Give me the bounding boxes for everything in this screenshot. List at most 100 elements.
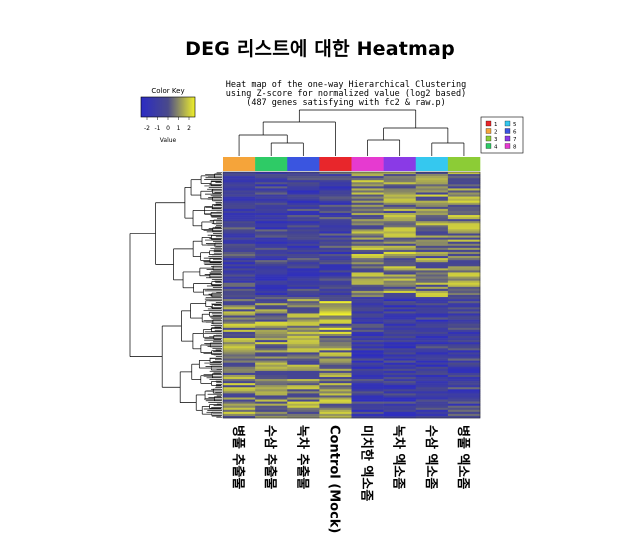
heatmap-cell xyxy=(447,391,481,394)
heatmap-cell xyxy=(287,321,320,324)
heatmap-cell xyxy=(351,243,384,247)
heatmap-cell xyxy=(255,237,288,240)
heatmap-cell xyxy=(319,370,352,374)
heatmap-cell xyxy=(319,366,352,370)
heatmap-cell xyxy=(447,204,481,208)
heatmap-cell xyxy=(223,401,256,404)
heatmap-cell xyxy=(223,182,256,185)
heatmap-cell xyxy=(223,317,256,320)
heatmap-cell xyxy=(319,344,352,347)
heatmap-cell xyxy=(383,305,417,308)
heatmap-cell xyxy=(319,208,352,212)
heatmap-cell xyxy=(255,229,288,232)
heatmap-cell xyxy=(415,278,449,281)
heatmap-cell xyxy=(223,290,256,294)
heatmap-cell xyxy=(287,303,320,306)
heatmap-cell xyxy=(319,235,352,238)
heatmap-cell xyxy=(447,208,481,212)
heatmap-cell xyxy=(351,403,384,406)
heatmap-cell xyxy=(383,354,417,357)
heatmap-cell xyxy=(383,280,417,283)
heatmap-cell xyxy=(415,350,449,353)
heatmap-cell xyxy=(447,393,481,396)
heatmap-cell xyxy=(223,321,256,324)
heatmap-cell xyxy=(287,286,320,290)
group-color-cell xyxy=(351,157,384,171)
heatmap-cell xyxy=(383,286,417,290)
heatmap-cell xyxy=(415,389,449,392)
heatmap-cell xyxy=(223,370,256,374)
heatmap-cell xyxy=(287,327,320,331)
heatmap-cell xyxy=(287,182,320,185)
heatmap-cell xyxy=(383,368,417,372)
heatmap-cell xyxy=(287,393,320,396)
heatmap-cell xyxy=(447,233,481,236)
column-label: 녹차 추출물 xyxy=(294,425,310,489)
heatmap-cell xyxy=(223,194,256,197)
heatmap-cell xyxy=(223,225,256,228)
heatmap-cell xyxy=(319,280,352,283)
heatmap-cell xyxy=(415,239,449,242)
heatmap-cell xyxy=(319,262,352,265)
heatmap-cell xyxy=(319,301,352,304)
legend-label: 7 xyxy=(513,137,517,143)
heatmap-cell xyxy=(415,288,449,292)
heatmap-cell xyxy=(287,204,320,208)
heatmap-cell xyxy=(383,184,417,187)
heatmap-cell xyxy=(223,217,256,220)
heatmap-cell xyxy=(255,292,288,296)
heatmap-cell xyxy=(319,368,352,372)
heatmap-cell xyxy=(383,358,417,361)
heatmap-cell xyxy=(319,350,352,353)
heatmap-cell xyxy=(351,229,384,232)
heatmap-cell xyxy=(383,274,417,277)
heatmap-cell xyxy=(287,415,320,419)
heatmap-cell xyxy=(447,176,481,179)
heatmap-cell xyxy=(319,401,352,404)
heatmap-cell xyxy=(351,217,384,220)
group-color-cell xyxy=(447,157,481,171)
heatmap-cell xyxy=(319,282,352,286)
heatmap-cell xyxy=(415,292,449,296)
heatmap-cell xyxy=(447,266,481,269)
heatmap-cell xyxy=(383,385,417,388)
column-label: 병풀 추출물 xyxy=(230,425,246,489)
heatmap-cell xyxy=(415,223,449,226)
heatmap-cell xyxy=(319,333,352,337)
heatmap-cell xyxy=(415,303,449,306)
heatmap-cell xyxy=(319,374,352,378)
heatmap-cell xyxy=(223,288,256,292)
heatmap-cell xyxy=(383,364,417,368)
heatmap-cell xyxy=(223,305,256,308)
heatmap-cell xyxy=(255,362,288,365)
heatmap-cell xyxy=(287,188,320,191)
page-title: DEG 리스트에 대한 Heatmap xyxy=(185,38,455,60)
heatmap-cell xyxy=(319,362,352,365)
heatmap-cell xyxy=(287,213,320,216)
heatmap-cell xyxy=(415,348,449,351)
column-label: 미치한 엑소좀 xyxy=(359,425,375,501)
heatmap-cell xyxy=(351,338,384,341)
color-key-bar xyxy=(140,96,196,118)
heatmap-cell xyxy=(255,288,288,292)
heatmap-cell xyxy=(447,282,481,286)
heatmap-cell xyxy=(351,411,384,415)
heatmap-cell xyxy=(255,350,288,353)
heatmap-cell xyxy=(447,381,481,384)
heatmap-cell xyxy=(319,231,352,234)
heatmap-cell xyxy=(351,198,384,201)
heatmap-cell xyxy=(447,366,481,370)
heatmap-cell xyxy=(447,336,481,339)
heatmap-cell xyxy=(319,321,352,324)
heatmap-cell xyxy=(383,266,417,269)
heatmap-cell xyxy=(351,381,384,384)
heatmap-cell xyxy=(319,178,352,181)
heatmap-cell xyxy=(319,383,352,386)
heatmap-cell xyxy=(287,221,320,224)
heatmap-cell xyxy=(383,325,417,329)
heatmap-cell xyxy=(383,213,417,216)
heatmap-cell xyxy=(447,358,481,361)
heatmap-cell xyxy=(383,403,417,406)
heatmap-cell xyxy=(351,282,384,286)
heatmap-cell xyxy=(287,354,320,357)
